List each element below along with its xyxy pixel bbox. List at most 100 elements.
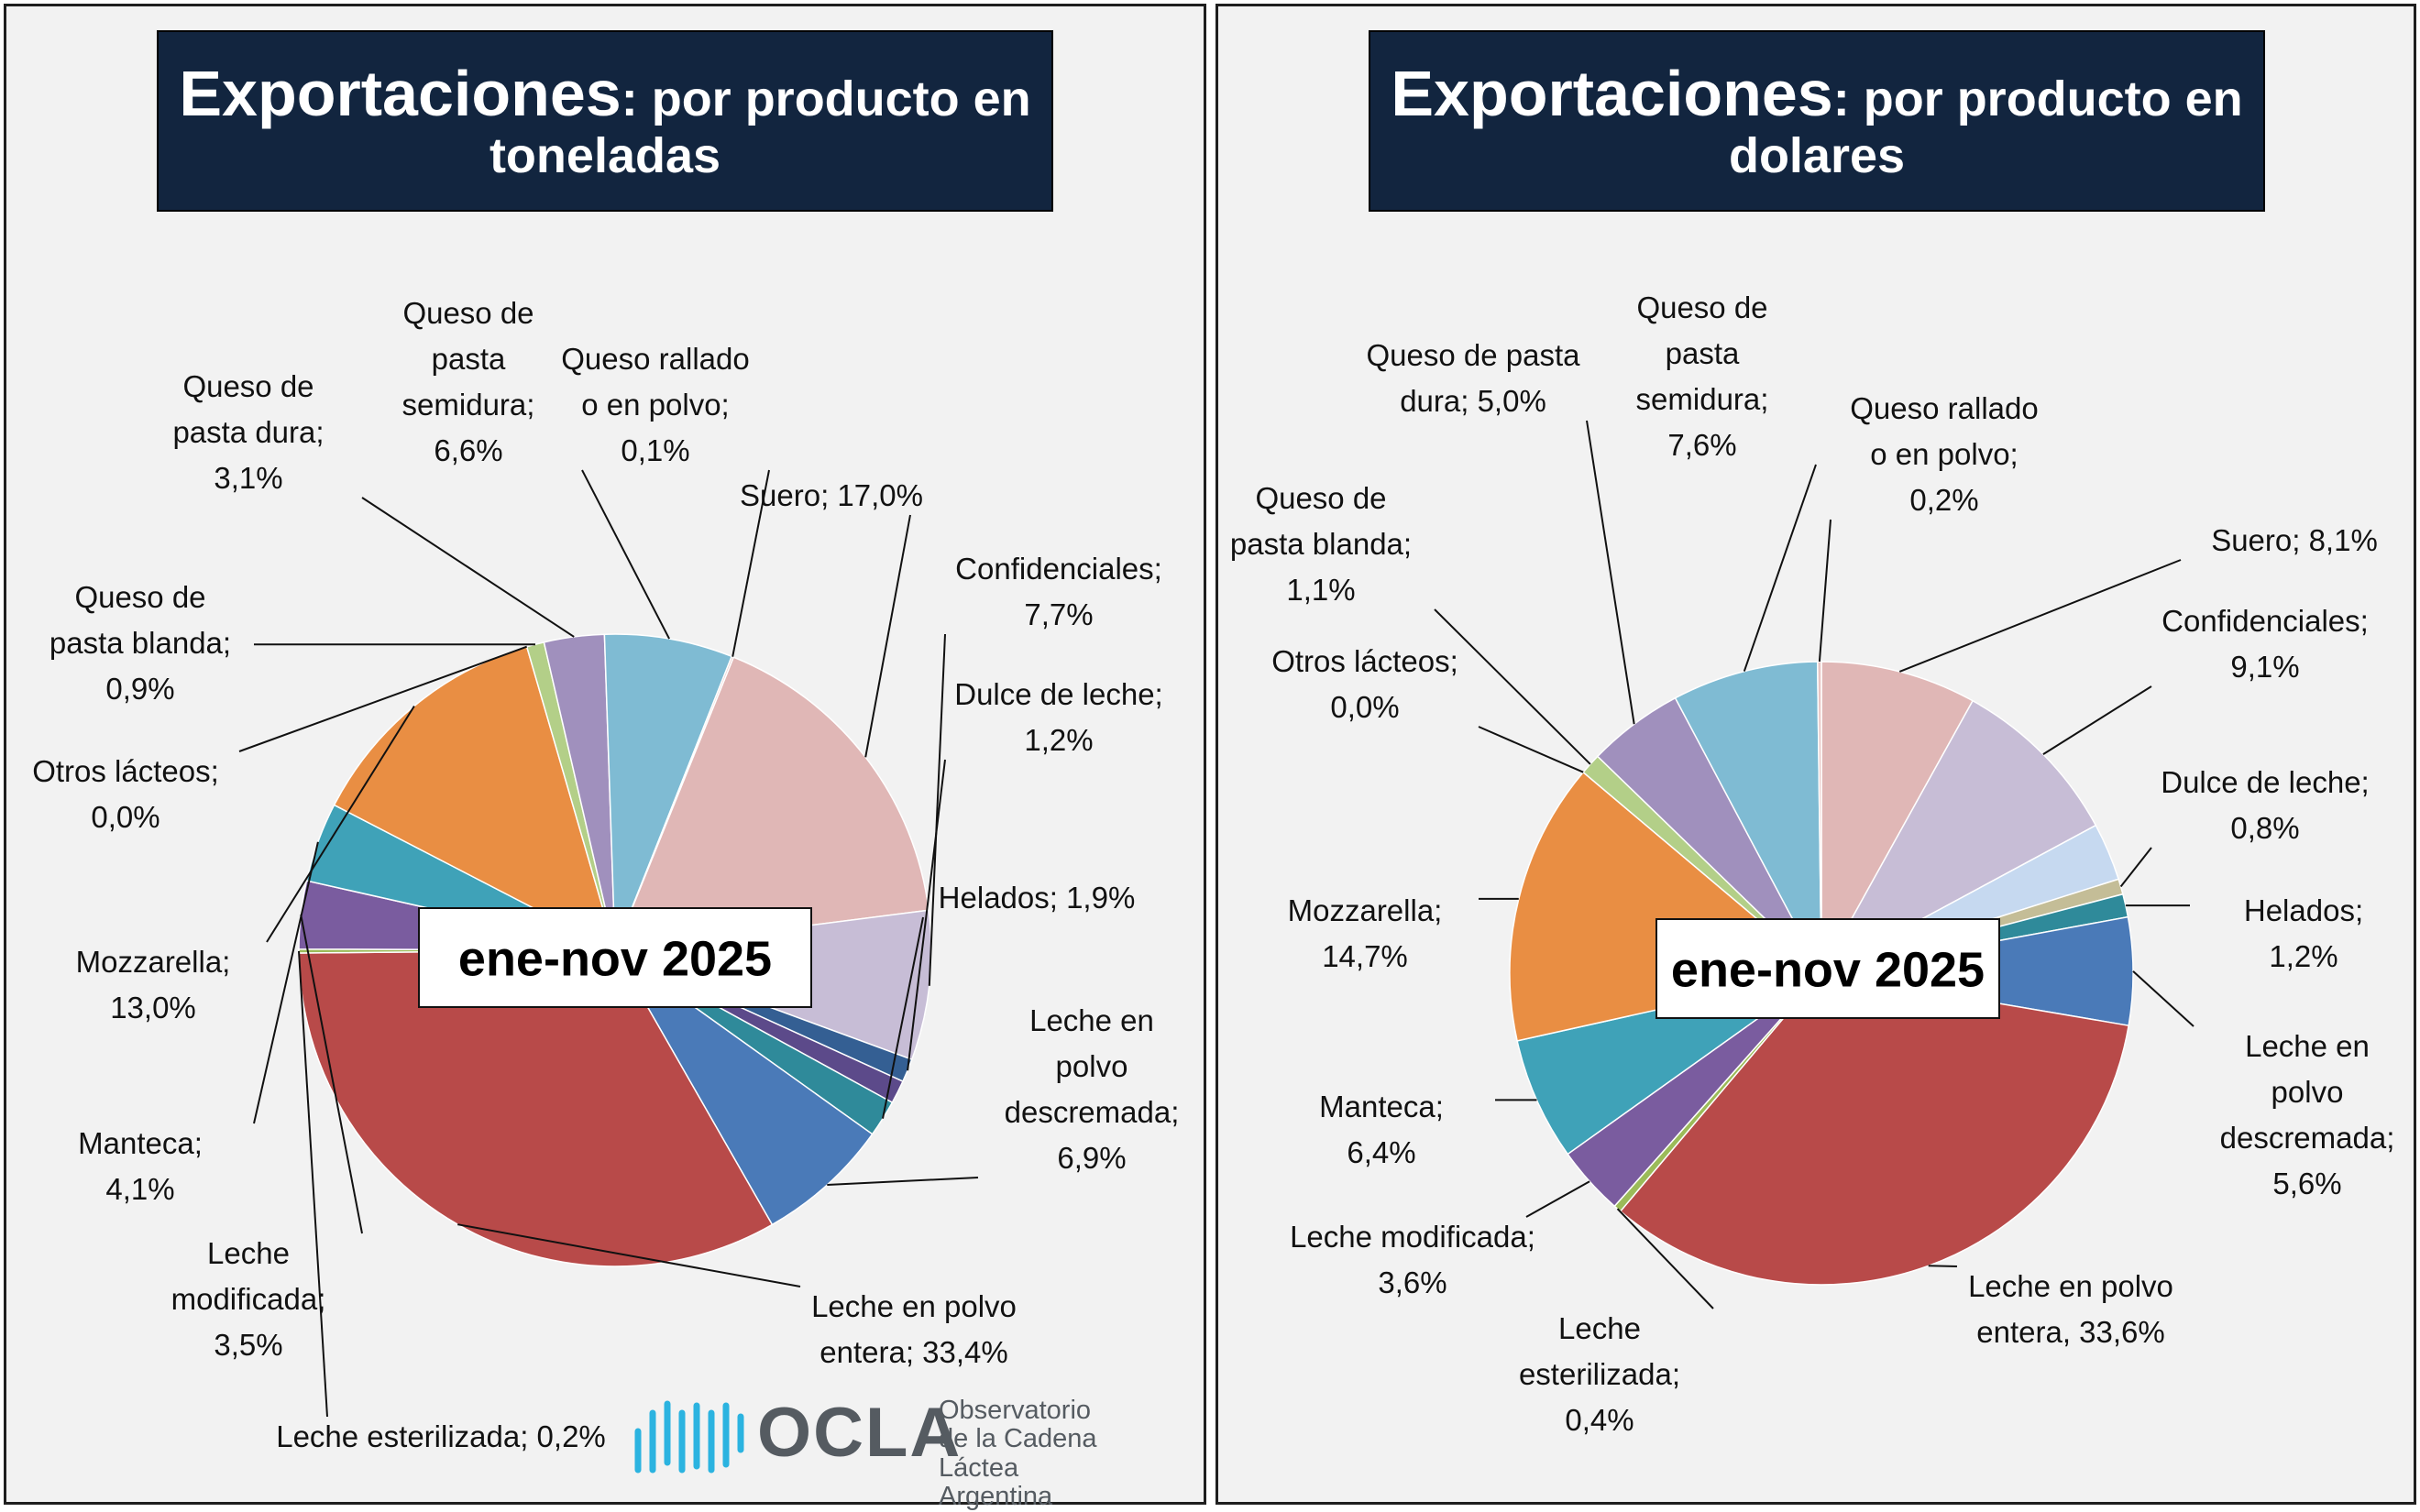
data-label-line: Leche [1558, 1311, 1641, 1345]
data-label-line: 3,5% [214, 1328, 282, 1362]
data-label-line: Queso de [1255, 481, 1386, 515]
pie-slice-queso-de-pasta-semidura [1674, 661, 1822, 974]
data-label-otros-lacteos: Otros lácteos; 0,0% [32, 754, 219, 834]
data-label-line: 1,2% [1024, 723, 1093, 757]
data-label-line: Queso de [182, 369, 314, 403]
data-label-line: Queso de [1636, 290, 1767, 324]
data-label-line: 13,0% [110, 991, 196, 1024]
logo-sub-line: de la Cadena Láctea [939, 1424, 1097, 1483]
data-label-line: dura; 5,0% [1400, 384, 1546, 418]
leader-line-dulce-de-leche [2119, 847, 2152, 888]
data-label-helados: Helados; 1,2% [2244, 893, 2363, 973]
data-label-line: pasta blanda; [50, 626, 231, 660]
data-label-line: Dulce de leche; [954, 677, 1162, 711]
data-label-leche-esterilizada: Leche esterilizada; 0,4% [1519, 1311, 1680, 1437]
data-label-leche-en-polvo-entera: Leche en polvo entera, 33,6% [1968, 1269, 2173, 1349]
milk-wave-icon [634, 1400, 744, 1474]
data-label-mozzarella: Mozzarella; 14,7% [1288, 893, 1443, 973]
data-label-line: 5,6% [2272, 1167, 2341, 1200]
data-label-line: 0,9% [105, 672, 174, 706]
pie-chart: Suero; 8,1% Confidenciales; 9,1% Dulce de l… [1230, 290, 2395, 1437]
title-main: Exportaciones [1391, 57, 1833, 129]
data-label-line: Queso rallado [1850, 391, 2038, 425]
leader-line-queso-de-pasta-blanda [1434, 608, 1591, 765]
data-label-line: Queso de [74, 580, 205, 614]
leader-line-leche-en-polvo-descremada [2132, 970, 2194, 1027]
period-box [1656, 918, 2000, 1019]
leader-lines [238, 469, 979, 1418]
data-label-dulce-de-leche: Dulce de leche; 1,2% [954, 677, 1162, 757]
title-sub: : por producto en [621, 71, 1031, 126]
data-label-line: 0,4% [1565, 1403, 1634, 1437]
data-label-queso-de-pasta-dura: Queso de pasta dura; 5,0% [1367, 338, 1581, 418]
data-label-line: 4,1% [105, 1172, 174, 1206]
data-label-line: semidura; [402, 388, 535, 422]
data-label-line: 3,1% [214, 461, 282, 495]
title-unit: toneladas [489, 127, 721, 183]
data-label-line: 7,7% [1024, 597, 1093, 631]
data-label-line: Leche en [1029, 1003, 1154, 1037]
data-label-line: polvo [1056, 1049, 1128, 1083]
data-label-line: pasta dura; [172, 415, 324, 449]
slice-labels: Suero; 17,0% Confidenciales; 7,7% Dulce de … [32, 296, 1179, 1453]
data-label-line: Otros lácteos; [32, 754, 219, 788]
leader-line-leche-modificada [1525, 1180, 1590, 1218]
pie-slice-confidenciales [1820, 699, 2097, 975]
leader-line-queso-de-pasta-dura [361, 497, 575, 638]
period-label: ene-nov 2025 [1671, 942, 1985, 997]
leader-line-leche-en-polvo-descremada [827, 1177, 979, 1186]
pie-slices [298, 633, 932, 1267]
leader-line-leche-esterilizada [1616, 1208, 1714, 1309]
chart-title: Exportaciones: por producto en dolares [1369, 30, 2265, 212]
data-label-line: 7,6% [1667, 428, 1736, 462]
data-label-line: o en polvo; [1870, 437, 2018, 471]
data-label-queso-de-pasta-blanda: Queso de pasta blanda; 0,9% [50, 580, 231, 706]
ocla-logo: OCLA Observatorio de la Cadena Láctea Ar… [632, 1386, 1182, 1511]
data-label-leche-en-polvo-descremada: Leche en polvo descremada; 5,6% [2220, 1029, 2395, 1200]
data-label-line: Leche esterilizada; 0,2% [276, 1419, 606, 1453]
pie-slice-queso-rallado-o-en-polvo [1816, 661, 1822, 974]
data-label-manteca: Manteca; 6,4% [1319, 1090, 1444, 1169]
data-label-line: Manteca; [78, 1126, 203, 1160]
data-label-confidenciales: Confidenciales; 9,1% [2162, 604, 2369, 684]
data-label-queso-de-pasta-blanda: Queso de pasta blanda; 1,1% [1230, 481, 1412, 607]
pie-slice-suero [1820, 661, 1974, 976]
data-label-suero: Suero; 17,0% [740, 478, 923, 512]
data-label-line: 1,1% [1286, 573, 1355, 607]
data-label-line: 9,1% [2230, 650, 2299, 684]
data-label-dulce-de-leche: Dulce de leche; 0,8% [2161, 765, 2369, 845]
title-main: Exportaciones [179, 57, 622, 129]
data-label-queso-rallado-o-en-polvo: Queso rallado o en polvo; 0,2% [1850, 391, 2038, 517]
leader-line-queso-de-pasta-semidura [581, 469, 670, 640]
data-label-mozzarella: Mozzarella; 13,0% [76, 945, 231, 1024]
data-label-leche-esterilizada: Leche esterilizada; 0,2% [276, 1419, 606, 1453]
data-label-line: semidura; [1636, 382, 1769, 416]
data-label-line: pasta blanda; [1230, 527, 1412, 561]
data-label-line: 0,1% [621, 433, 689, 467]
logo-sub-line: Argentina [939, 1481, 1053, 1511]
data-label-line: esterilizada; [1519, 1357, 1680, 1391]
data-label-line: Leche en [2245, 1029, 2370, 1063]
data-label-line: Helados; 1,9% [939, 881, 1136, 915]
data-label-line: Suero; 8,1% [2211, 523, 2378, 557]
data-label-line: descremada; [2220, 1121, 2395, 1155]
data-label-line: entera; 33,4% [820, 1335, 1007, 1369]
leader-line-leche-esterilizada [298, 950, 328, 1418]
data-label-line: Confidenciales; [2162, 604, 2369, 638]
title-unit: dolares [1728, 127, 1906, 183]
leader-line-queso-de-pasta-dura [1586, 420, 1635, 725]
data-label-suero: Suero; 8,1% [2211, 523, 2378, 557]
data-label-line: 6,9% [1057, 1141, 1126, 1175]
data-label-otros-lacteos: Otros lácteos; 0,0% [1271, 644, 1458, 724]
data-label-queso-de-pasta-dura: Queso de pasta dura; 3,1% [172, 369, 324, 495]
leader-line-manteca [253, 841, 319, 1124]
data-label-line: pasta [1666, 336, 1740, 370]
data-label-line: 1,2% [2269, 939, 2338, 973]
leader-line-otros-lacteos [238, 645, 528, 752]
data-label-manteca: Manteca; 4,1% [78, 1126, 203, 1206]
period-label: ene-nov 2025 [458, 931, 772, 986]
data-label-line: 6,4% [1347, 1135, 1415, 1169]
leader-lines [1434, 420, 2194, 1309]
logo-subtitle: Observatorio de la Cadena Láctea Argenti… [939, 1396, 1182, 1511]
data-label-line: Leche [207, 1236, 290, 1270]
